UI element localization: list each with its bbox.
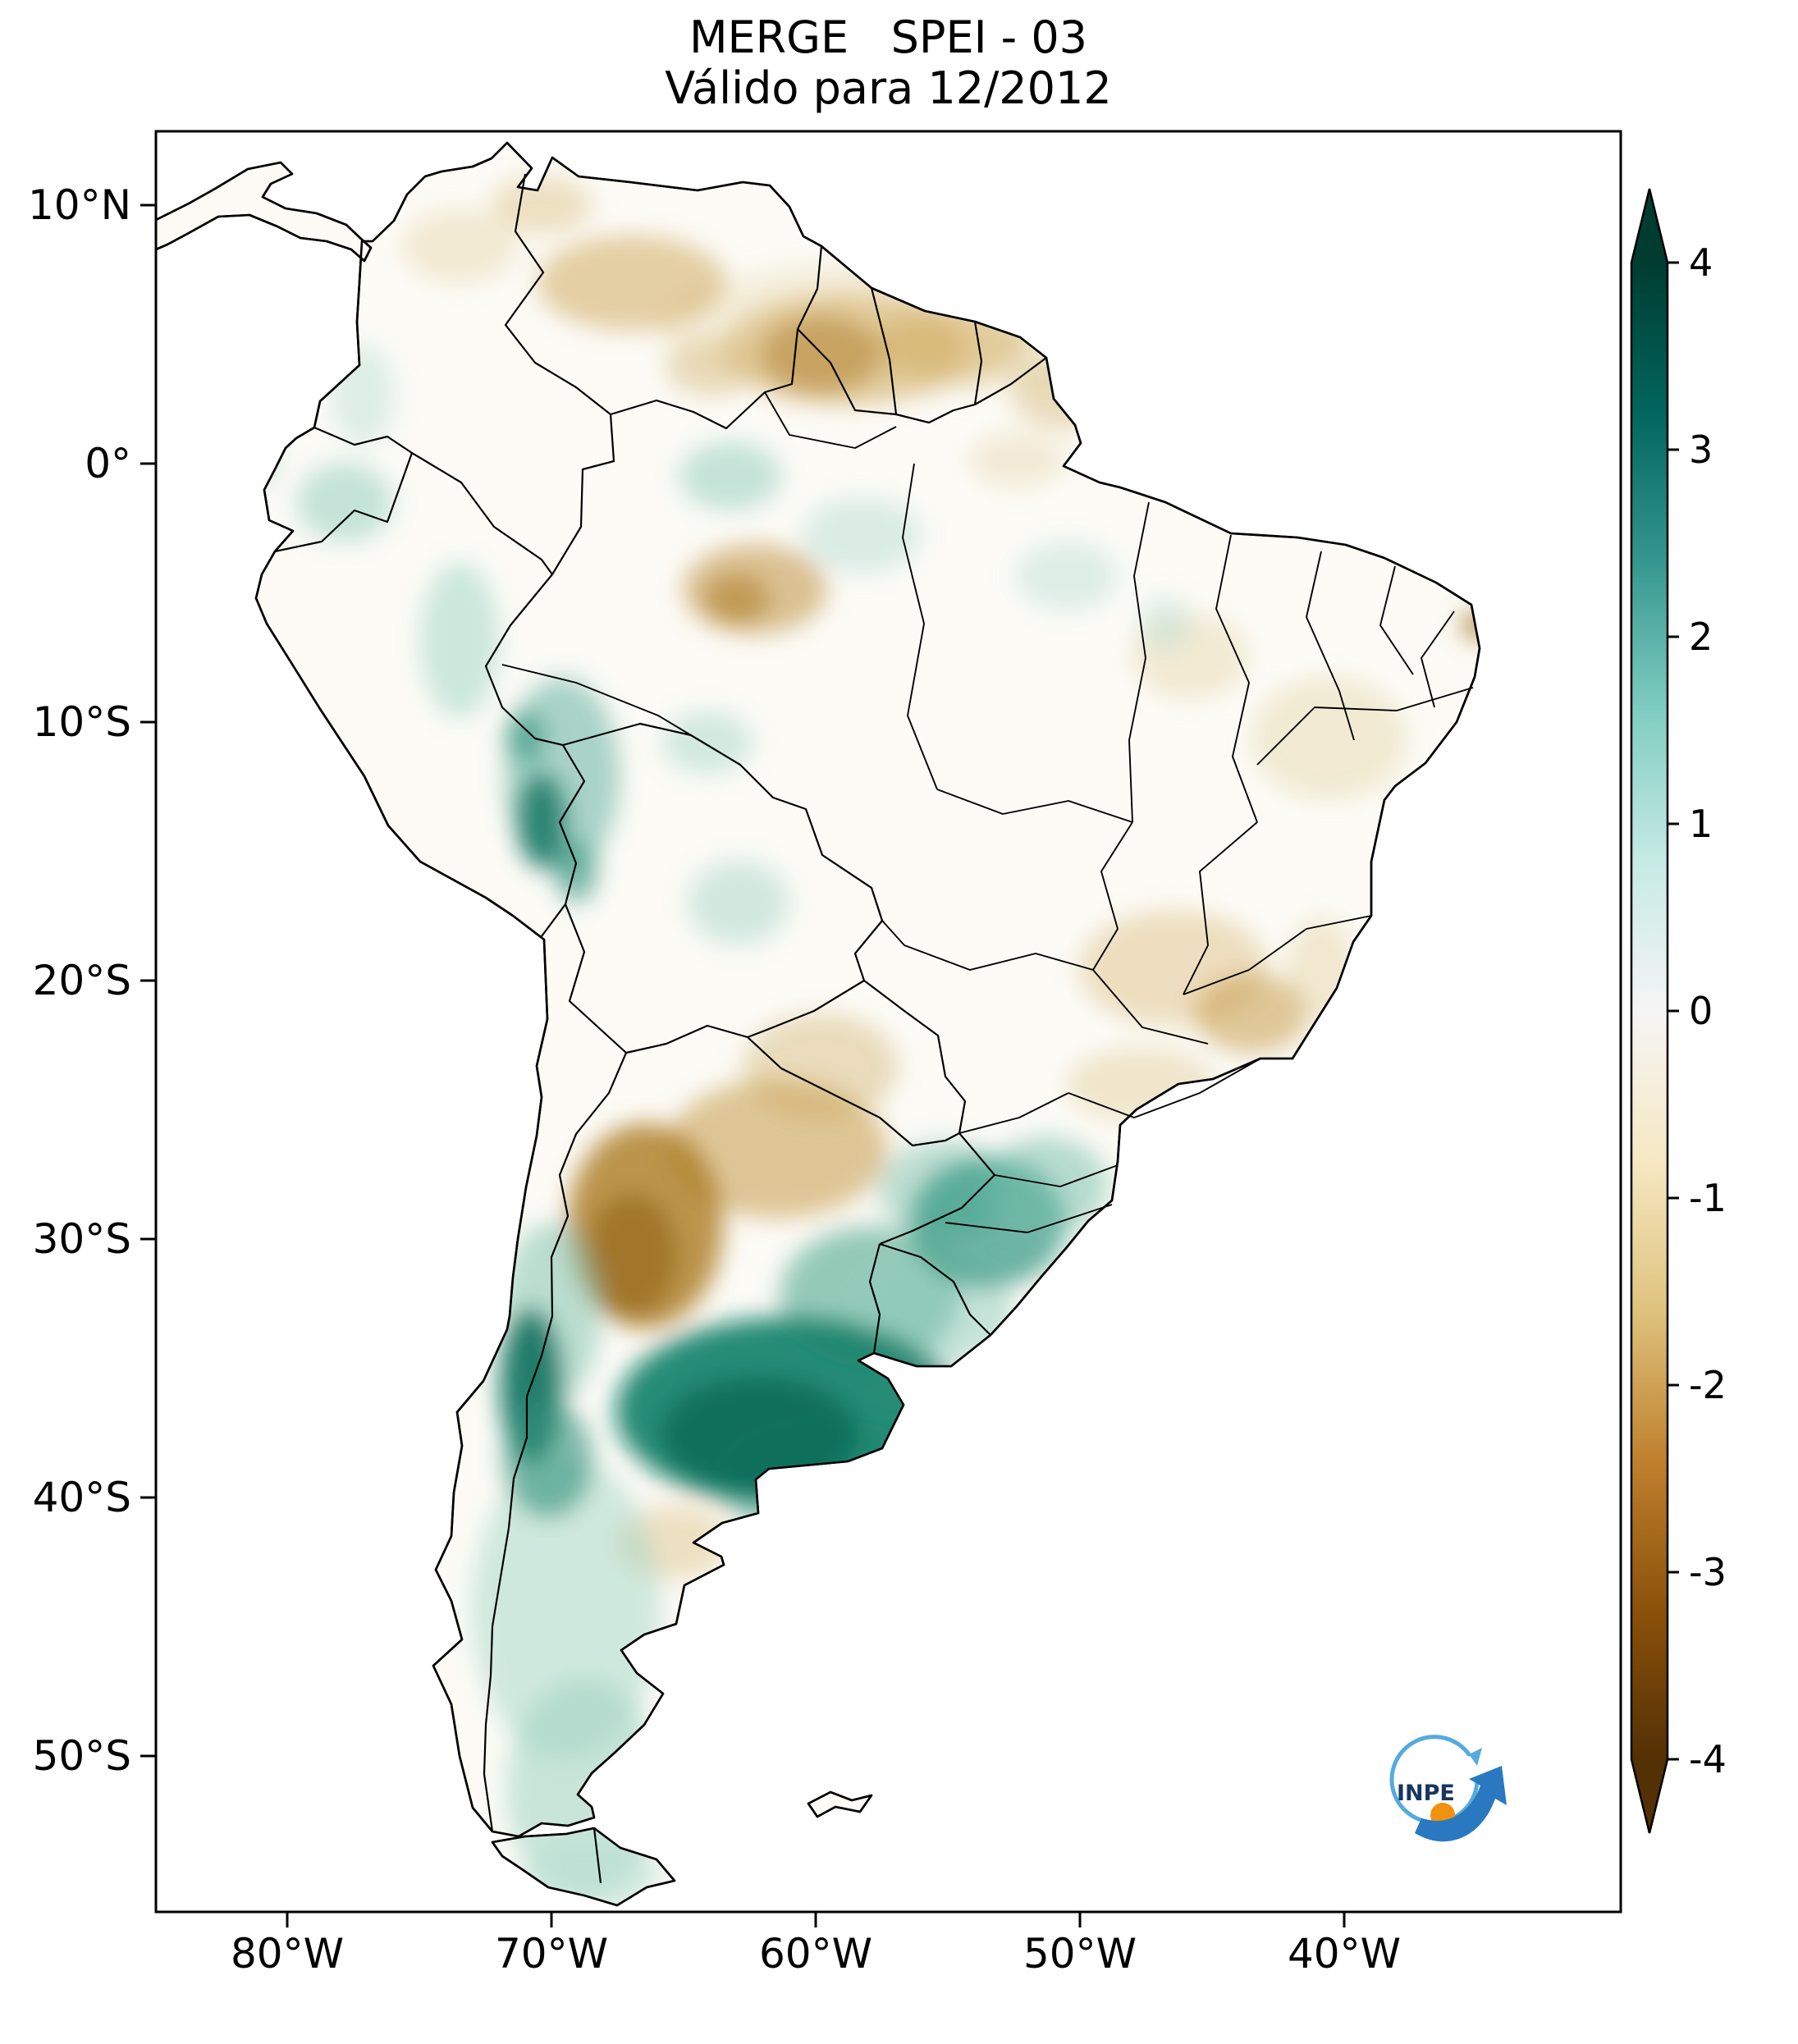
colorbar-gradient-body [1631,263,1668,1759]
colorbar-tick-label: -2 [1689,1363,1727,1407]
colorbar-bottom-triangle [1631,1759,1668,1833]
x-axis-tick-marks [286,1912,1346,1927]
colorbar-tick-label: 0 [1689,989,1713,1033]
y-axis-tick-label: 10°N [27,181,131,229]
inpe-logo: INPE [1389,1735,1507,1842]
colorbar-tick-label: 1 [1689,802,1713,846]
state-borders [501,391,1474,1233]
colorbar-tick-label: -3 [1689,1550,1727,1594]
y-axis-tick-label: 30°S [32,1215,131,1263]
map-title: MERGE SPEI - 03 [689,11,1088,63]
colorbar-tick-label: -4 [1689,1737,1727,1781]
y-axis-tick-label: 0° [85,440,131,487]
y-axis-tick-label: 50°S [32,1732,131,1780]
x-axis-tick-label: 60°W [758,1930,873,1978]
y-axis-tick-label: 20°S [32,957,131,1004]
x-axis-tick-label: 80°W [230,1930,345,1978]
logo-arrow-icon [1415,1766,1507,1842]
x-axis-tick-label: 70°W [494,1930,609,1978]
x-axis-tick-label: 50°W [1023,1930,1137,1978]
y-axis-tick-marks [140,203,156,1758]
colorbar-top-triangle [1631,189,1668,263]
colorbar-tick-label: 4 [1689,240,1713,285]
plot-frame [154,130,1622,1914]
colorbar [1630,188,1679,1834]
colorbar-tick-marks [1668,261,1679,1761]
y-axis-tick-label: 40°S [32,1474,131,1521]
y-axis-tick-label: 10°S [32,698,131,746]
country-borders [274,173,1047,1884]
colorbar-tick-label: -1 [1689,1176,1727,1220]
colorbar-tick-label: 2 [1689,615,1713,659]
logo-text: INPE [1397,1781,1455,1806]
x-axis-tick-label: 40°W [1287,1930,1402,1978]
logo-swirl-arrowhead-icon [1469,1748,1482,1766]
logo-swirl-icon [1389,1735,1480,1825]
colorbar-tick-label: 3 [1689,428,1713,472]
map-subtitle: Válido para 12/2012 [665,62,1112,114]
